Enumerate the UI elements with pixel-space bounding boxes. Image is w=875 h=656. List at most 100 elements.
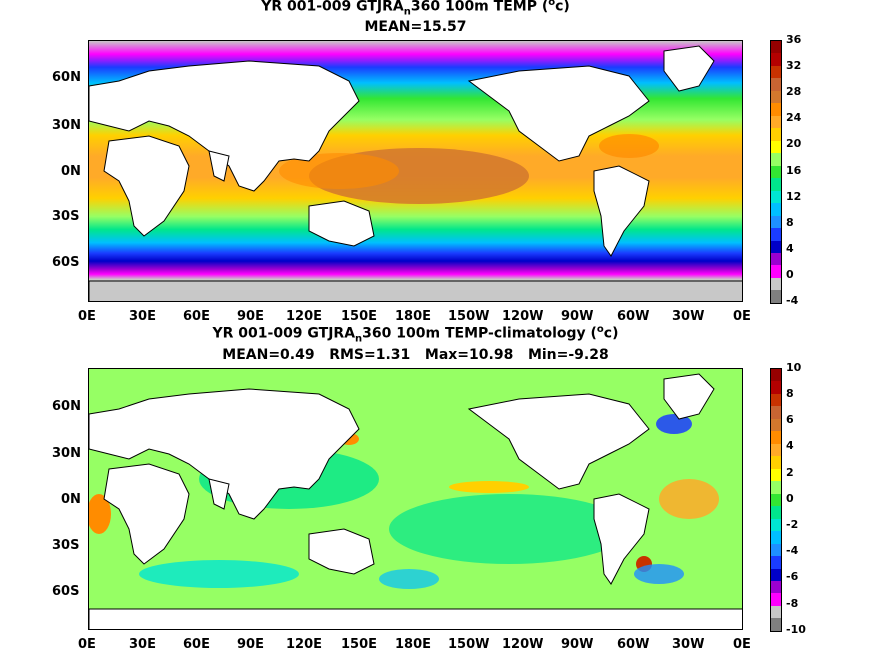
panel1-xtick: 120E <box>286 309 323 324</box>
panel1-xtick: 30W <box>672 309 705 324</box>
panel1-colorbar-label: 0 <box>786 268 794 281</box>
panel1-xtick: 30E <box>129 309 156 324</box>
panel2-xtick: 0E <box>733 637 751 652</box>
panel2-colorbar-label: -2 <box>786 518 799 531</box>
panel2-colorbar-label: 10 <box>786 361 802 374</box>
panel1-title-sup: o <box>548 0 556 8</box>
colorbar-swatch <box>771 393 781 407</box>
panel1-title-end: c) <box>555 0 570 15</box>
panel2-title-end: c) <box>603 325 619 342</box>
panel2-title-sup: o <box>596 324 604 335</box>
colorbar-swatch <box>771 493 781 507</box>
colorbar-swatch <box>771 128 781 141</box>
panel1-xtick: 0E <box>733 309 751 324</box>
panel2-colorbar-label: -10 <box>786 623 806 636</box>
colorbar-swatch <box>771 41 781 54</box>
panel2-xtick: 60W <box>617 637 650 652</box>
panel1-xtick: 150E <box>341 309 378 324</box>
panel2-map <box>88 368 743 630</box>
colorbar-swatch <box>771 103 781 116</box>
colorbar-swatch <box>771 140 781 154</box>
colorbar-swatch <box>771 53 781 66</box>
colorbar-swatch <box>771 203 781 216</box>
panel2-xtick: 60E <box>183 637 210 652</box>
panel1-xtick: 90E <box>237 309 264 324</box>
panel2-title-prefix: YR 001-009 GTJRA <box>212 325 356 342</box>
panel1-xtick: 90W <box>561 309 594 324</box>
colorbar-swatch <box>771 228 781 241</box>
panel1-colorbar-label: 16 <box>786 164 802 177</box>
panel2-ytick-30S: 30S <box>52 538 80 553</box>
panel1-caribbean-warm <box>599 134 659 158</box>
panel1-warm-pool-west <box>279 153 399 189</box>
panel2-colorbar-label: -8 <box>786 597 799 610</box>
panel1-colorbar-label: 28 <box>786 85 802 98</box>
panel2-colorbar-label: 2 <box>786 466 794 479</box>
panel1-ytick-30S: 30S <box>52 209 80 224</box>
panel1-ytick-0N: 0N <box>61 164 81 179</box>
colorbar-swatch <box>771 443 781 457</box>
panel2-xtick: 120E <box>286 637 323 652</box>
panel1-colorbar-label: 20 <box>786 137 802 150</box>
colorbar-swatch <box>771 215 781 229</box>
panel1-land <box>89 45 742 301</box>
panel1-xtick: 120W <box>502 309 544 324</box>
colorbar-swatch <box>771 153 781 166</box>
panel2-ytick-60N: 60N <box>52 399 81 414</box>
panel1-map <box>88 40 743 302</box>
panel1-xtick: 150W <box>448 309 490 324</box>
panel2-colorbar-label: 8 <box>786 387 794 400</box>
panel1-title-sub: n <box>403 6 411 18</box>
panel2-subtitle: MEAN=0.49 RMS=1.31 Max=10.98 Min=-9.28 <box>222 347 609 363</box>
panel2-xtick: 30W <box>672 637 705 652</box>
panel2-colorbar-label: 4 <box>786 439 794 452</box>
panel1-title-prefix: YR 001-009 GTJRA <box>261 0 404 15</box>
colorbar-swatch <box>771 265 781 278</box>
colorbar-swatch <box>771 468 781 482</box>
panel1-colorbar-label: 32 <box>786 59 802 72</box>
panel2-xtick: 30E <box>129 637 156 652</box>
panel1-colorbar-label: 36 <box>786 33 802 46</box>
colorbar-swatch <box>771 556 781 569</box>
colorbar-swatch <box>771 531 781 544</box>
colorbar-swatch <box>771 456 781 469</box>
panel1-xtick: 0E <box>78 309 96 324</box>
colorbar-swatch <box>771 568 781 581</box>
panel2-ytick-60S: 60S <box>52 584 80 599</box>
colorbar-swatch <box>771 90 781 104</box>
colorbar-swatch <box>771 618 781 631</box>
colorbar-swatch <box>771 178 781 191</box>
panel2-colorbar-label: 6 <box>786 413 794 426</box>
panel2-ytick-0N: 0N <box>61 492 81 507</box>
panel2-title-sub: n <box>355 333 363 345</box>
panel2-title: YR 001-009 GTJRAn360 100m TEMP-climatolo… <box>88 324 743 344</box>
colorbar-swatch <box>771 418 781 432</box>
colorbar-swatch <box>771 605 781 619</box>
panel1-xtick: 180E <box>395 309 432 324</box>
panel1-colorbar-label: 4 <box>786 242 794 255</box>
panel2-colorbar-label: 0 <box>786 492 794 505</box>
panel1-colorbar <box>770 40 782 304</box>
colorbar-swatch <box>771 252 781 266</box>
panel1-xtick: 60W <box>617 309 650 324</box>
colorbar-swatch <box>771 240 781 253</box>
colorbar-swatch <box>771 543 781 557</box>
panel1-title-suffix: 360 100m TEMP ( <box>410 0 549 15</box>
panel2-colorbar-label: -4 <box>786 544 799 557</box>
panel1-colorbar-label: 12 <box>786 190 802 203</box>
colorbar-swatch <box>771 65 781 79</box>
panel1-colorbar-label: -4 <box>786 294 799 307</box>
panel2-xtick: 120W <box>502 637 544 652</box>
panel1-colorbar-label: 8 <box>786 216 794 229</box>
panel2-xtick: 180E <box>395 637 432 652</box>
panel1-title: YR 001-009 GTJRAn360 100m TEMP (oc) <box>88 0 743 17</box>
colorbar-swatch <box>771 406 781 419</box>
panel1-subtitle: MEAN=15.57 <box>364 19 467 35</box>
panel1-ytick-30N: 30N <box>52 118 81 133</box>
colorbar-swatch <box>771 277 781 291</box>
panel2-colorbar <box>770 368 782 632</box>
panel1-ytick-60N: 60N <box>52 70 81 85</box>
panel2-colorbar-label: -6 <box>786 570 799 583</box>
colorbar-swatch <box>771 115 781 129</box>
colorbar-swatch <box>771 431 781 444</box>
